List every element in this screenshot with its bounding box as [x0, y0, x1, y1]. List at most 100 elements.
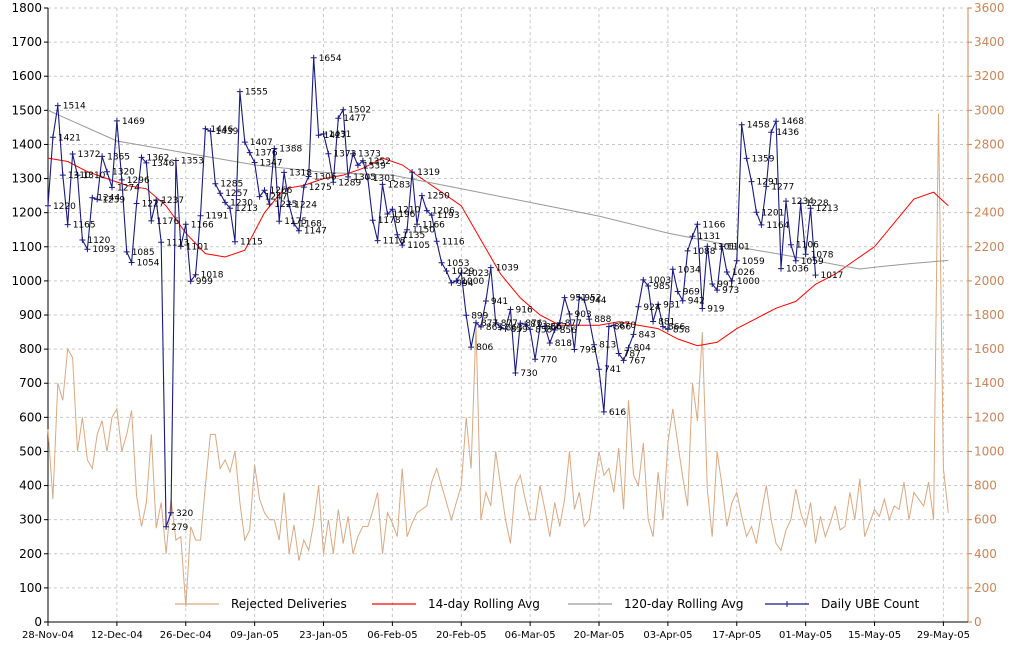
ube-data-label: 1373: [358, 150, 381, 160]
ube-point-marker: [650, 318, 657, 325]
ube-data-label: 1224: [294, 201, 317, 211]
ube-data-label: 1555: [245, 88, 268, 98]
ube-data-label: 1206: [432, 207, 455, 217]
ube-point-marker: [133, 200, 140, 207]
ube-point-marker: [571, 346, 578, 353]
ube-point-marker: [99, 153, 106, 160]
y-left-tick-label: 1000: [11, 274, 42, 288]
ube-data-label: 1120: [87, 236, 110, 246]
ube-data-label: 1150: [412, 226, 435, 236]
ube-data-label: 856: [560, 326, 577, 336]
y-left-tick-label: 1300: [11, 172, 42, 186]
ube-point-marker: [300, 184, 307, 191]
ube-point-marker: [664, 326, 671, 333]
legend-label-14-day-rolling-avg: 14-day Rolling Avg: [428, 597, 540, 611]
ube-data-label: 1257: [225, 189, 248, 199]
ube-point-marker: [74, 172, 81, 179]
ube-data-label: 1421: [58, 133, 81, 143]
ube-data-label: 1318: [289, 168, 312, 178]
ube-data-label: 279: [171, 523, 188, 533]
ube-point-marker: [748, 178, 755, 185]
ube-data-label: 870: [619, 321, 636, 331]
ube-data-label: 1301: [373, 174, 396, 184]
14-day-rolling-avg-line: [47, 157, 949, 347]
ube-point-marker: [655, 301, 662, 308]
ube-data-label: 1018: [201, 271, 224, 281]
ube-data-label: 1003: [648, 276, 671, 286]
ube-data-label: 1029: [452, 267, 475, 277]
ube-point-marker: [414, 221, 420, 228]
plot-background: [48, 8, 968, 622]
ube-point-marker: [369, 217, 376, 224]
y-right-tick-label: 3600: [974, 1, 1005, 15]
ube-point-marker: [723, 269, 730, 275]
ube-data-label: 1230: [230, 198, 253, 208]
ube-data-label: 919: [707, 305, 724, 315]
ube-point-marker: [168, 509, 174, 516]
ube-point-marker: [773, 118, 780, 125]
ube-point-marker: [438, 259, 445, 266]
x-tick-label: 20-Feb-05: [436, 630, 486, 641]
ube-point-marker: [635, 303, 642, 310]
ube-point-marker: [753, 209, 760, 216]
y-right-tick-label: 1000: [974, 444, 1005, 458]
y-left-tick-label: 1800: [11, 1, 42, 15]
ube-point-marker: [527, 326, 534, 333]
ube-data-label: 1105: [407, 241, 430, 251]
y-left-tick-label: 1600: [11, 69, 42, 83]
ube-data-label: 859: [511, 325, 528, 335]
ube-point-marker: [699, 305, 706, 312]
ube-data-label: 931: [663, 300, 680, 310]
y-right-tick-label: 2400: [974, 206, 1005, 220]
ube-point-marker: [640, 276, 647, 283]
ube-point-marker: [192, 271, 199, 278]
ube-data-label: 1088: [693, 247, 716, 257]
ube-data-label: 804: [634, 344, 651, 354]
ube-point-marker: [202, 125, 209, 132]
ube-point-marker: [709, 281, 716, 287]
ube-point-marker: [335, 115, 342, 122]
ube-data-label: 888: [594, 315, 611, 325]
ube-point-marker: [802, 251, 809, 258]
ube-point-marker: [163, 523, 170, 530]
ube-point-marker: [448, 279, 455, 286]
ube-point-marker: [315, 132, 322, 139]
ube-point-marker: [399, 242, 406, 249]
ube-point-marker: [812, 272, 819, 279]
ube-data-label: 1283: [388, 180, 411, 190]
ube-point-marker: [684, 247, 691, 254]
ube-data-label: 952: [584, 293, 601, 303]
ube-data-label: 1147: [304, 227, 327, 237]
ube-point-marker: [792, 257, 799, 264]
ube-data-label: 1446: [210, 125, 233, 135]
ube-data-label: 1131: [698, 232, 721, 242]
ube-point-marker: [222, 199, 229, 206]
ube-data-label: 1376: [255, 149, 278, 159]
ube-point-marker: [354, 162, 361, 169]
ube-data-label: 1306: [314, 173, 337, 183]
ube-data-label: 770: [540, 355, 557, 365]
ube-data-label: 1085: [132, 248, 155, 258]
y-right-tick-label: 400: [974, 547, 997, 561]
ube-point-marker: [787, 241, 794, 248]
ube-point-marker: [172, 157, 179, 164]
y-left-tick-label: 500: [19, 444, 42, 458]
ube-data-label: 1275: [309, 183, 332, 193]
x-tick-label: 06-Feb-05: [367, 630, 417, 641]
ube-point-marker: [79, 237, 86, 243]
y-left-tick-label: 200: [19, 547, 42, 561]
ube-data-label: 1164: [766, 221, 789, 231]
ube-data-label: 941: [491, 297, 508, 307]
ube-data-label: 999: [196, 277, 213, 287]
ube-data-label: 799: [579, 346, 596, 356]
ube-point-marker: [738, 121, 745, 128]
ube-data-label: 1039: [496, 264, 519, 274]
y-right-tick-label: 2800: [974, 137, 1005, 151]
ube-point-marker: [694, 221, 701, 228]
y-right-tick-label: 0: [974, 615, 982, 629]
ube-data-label: 1113: [166, 238, 189, 248]
ube-point-marker: [453, 277, 460, 284]
ube-data-label: 1078: [811, 250, 834, 260]
ube-point-marker: [743, 155, 750, 162]
y-left-tick-label: 800: [19, 342, 42, 356]
